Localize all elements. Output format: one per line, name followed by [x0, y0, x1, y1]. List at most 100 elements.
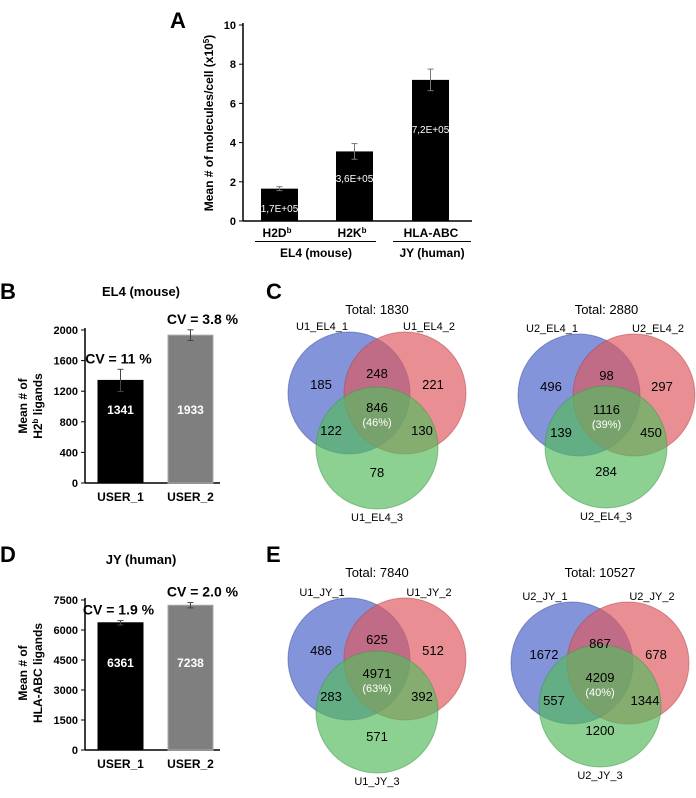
y-tick-label: 2 — [230, 177, 236, 189]
bar — [97, 622, 144, 751]
y-axis-label-line2: H2b ligands — [31, 373, 46, 439]
panel-letter-b: B — [0, 279, 16, 304]
venn-region-only2: 512 — [422, 643, 444, 658]
venn-total: Total: 7840 — [345, 565, 409, 580]
y-tick-label: 0 — [230, 216, 236, 228]
venn-set-label: U1_EL4_3 — [351, 512, 403, 524]
data-label: 1,7E+05 — [261, 204, 299, 215]
data-label: 1933 — [177, 403, 204, 417]
venn-set-label: U2_JY_3 — [577, 770, 622, 782]
panel-letter-d: D — [0, 542, 16, 567]
bar — [97, 379, 144, 484]
data-label: 1341 — [107, 403, 134, 417]
venn-set-label: U2_EL4_3 — [580, 511, 632, 523]
venn-region-13: 122 — [320, 423, 342, 438]
venn-region-only2: 221 — [422, 377, 444, 392]
venn-center-percent: (63%) — [362, 683, 391, 695]
group-label: JY (human) — [399, 246, 464, 260]
panel-letter-a: A — [170, 8, 186, 33]
venn-set-label: U1_EL4_2 — [403, 321, 455, 333]
venn-region-13: 557 — [543, 693, 565, 708]
venn-c-user2: Total: 2880 U2_EL4_1 U2_EL4_2 U2_EL4_3 496 29… — [517, 302, 696, 523]
y-tick-label: 800 — [60, 417, 78, 429]
category-label: H2Kb — [338, 226, 367, 241]
y-axis-label-line1: Mean # of — [16, 644, 30, 700]
y-tick-label: 0 — [72, 478, 78, 490]
venn-region-13: 283 — [320, 689, 342, 704]
bar — [167, 334, 214, 484]
venn-region-only1: 185 — [310, 377, 332, 392]
y-tick-label: 1600 — [54, 356, 78, 368]
venn-region-123: 1116 — [593, 402, 620, 417]
bar — [261, 188, 298, 221]
chart-d: 0 1500 3000 4500 6000 7500 6361 CV = 1.9 % USER_… — [16, 584, 239, 771]
cv-annotation: CV = 1.9 % — [83, 602, 155, 618]
y-tick-label: 3000 — [54, 685, 78, 697]
venn-region-only1: 1672 — [530, 647, 559, 662]
y-tick-label: 8 — [230, 59, 236, 71]
cv-annotation: CV = 3.8 % — [167, 311, 239, 327]
venn-center-percent: (39%) — [592, 419, 621, 431]
panel-letter-e: E — [266, 542, 281, 567]
y-tick-label: 400 — [60, 447, 78, 459]
venn-region-123: 846 — [366, 400, 388, 415]
data-label: 7238 — [177, 656, 204, 670]
venn-region-only1: 486 — [310, 643, 332, 658]
venn-set-label: U2_JY_2 — [629, 591, 674, 603]
venn-set-label: U1_JY_2 — [406, 587, 451, 599]
category-label: USER_1 — [97, 757, 144, 771]
cv-annotation: CV = 11 % — [85, 350, 152, 366]
venn-region-only1: 496 — [540, 379, 562, 394]
venn-region-only3: 284 — [595, 464, 617, 479]
y-axis-label: Mean # of molecules/cell (x105) — [202, 35, 217, 212]
venn-region-12: 248 — [366, 366, 388, 381]
y-tick-label: 2000 — [54, 325, 78, 337]
chart-a: 0 2 4 6 8 10 1,7E+05 3,6E+05 7,2E+05 Mean # of mo… — [202, 20, 472, 260]
category-label: USER_1 — [97, 490, 144, 504]
venn-set-label: U1_JY_3 — [354, 776, 399, 788]
y-axis-label-line2: HLA-ABC ligands — [31, 623, 45, 723]
venn-set-label: U1_JY_1 — [299, 587, 344, 599]
venn-region-23: 450 — [640, 425, 662, 440]
venn-region-only2: 297 — [651, 379, 673, 394]
bar — [167, 604, 214, 751]
venn-region-12: 625 — [366, 632, 388, 647]
venn-region-123: 4209 — [586, 670, 615, 685]
y-tick-label: 6000 — [54, 625, 78, 637]
cv-annotation: CV = 2.0 % — [167, 584, 239, 600]
venn-total: Total: 2880 — [575, 302, 639, 317]
venn-circle-set3 — [538, 644, 662, 768]
data-label: 6361 — [107, 656, 134, 670]
venn-set-label: U2_JY_1 — [522, 591, 567, 603]
venn-circle-set3 — [315, 386, 439, 510]
venn-center-percent: (40%) — [585, 687, 614, 699]
y-tick-label: 4 — [230, 138, 237, 150]
y-tick-label: 4500 — [54, 655, 78, 667]
data-label: 7,2E+05 — [412, 125, 450, 136]
category-label: USER_2 — [167, 490, 214, 504]
data-label: 3,6E+05 — [336, 174, 374, 185]
venn-total: Total: 10527 — [565, 565, 636, 580]
venn-region-23: 1344 — [631, 693, 660, 708]
venn-total: Total: 1830 — [345, 302, 409, 317]
y-tick-label: 10 — [224, 20, 236, 32]
panel-b-title: EL4 (mouse) — [102, 284, 180, 299]
venn-region-12: 98 — [599, 368, 613, 383]
panel-d-title: JY (human) — [106, 552, 177, 567]
category-label: HLA-ABC — [404, 226, 459, 240]
bar — [412, 79, 449, 221]
bar — [336, 151, 373, 221]
venn-region-only3: 1200 — [586, 723, 615, 738]
venn-circle-set3 — [544, 385, 668, 509]
venn-region-23: 392 — [411, 689, 433, 704]
y-tick-label: 1500 — [54, 715, 78, 727]
y-tick-label: 6 — [230, 98, 236, 110]
y-axis-label-line1: Mean # of — [16, 377, 30, 433]
venn-region-only3: 571 — [366, 729, 388, 744]
venn-c-user1: Total: 1830 U1_EL4_1 U1_EL4_2 U1_EL4_3 185 22… — [287, 302, 467, 524]
venn-circle-set3 — [315, 650, 439, 774]
y-tick-label: 1200 — [54, 386, 78, 398]
venn-e-user2: Total: 10527 U2_JY_1 U2_JY_2 U2_JY_3 1672 678… — [510, 565, 690, 782]
